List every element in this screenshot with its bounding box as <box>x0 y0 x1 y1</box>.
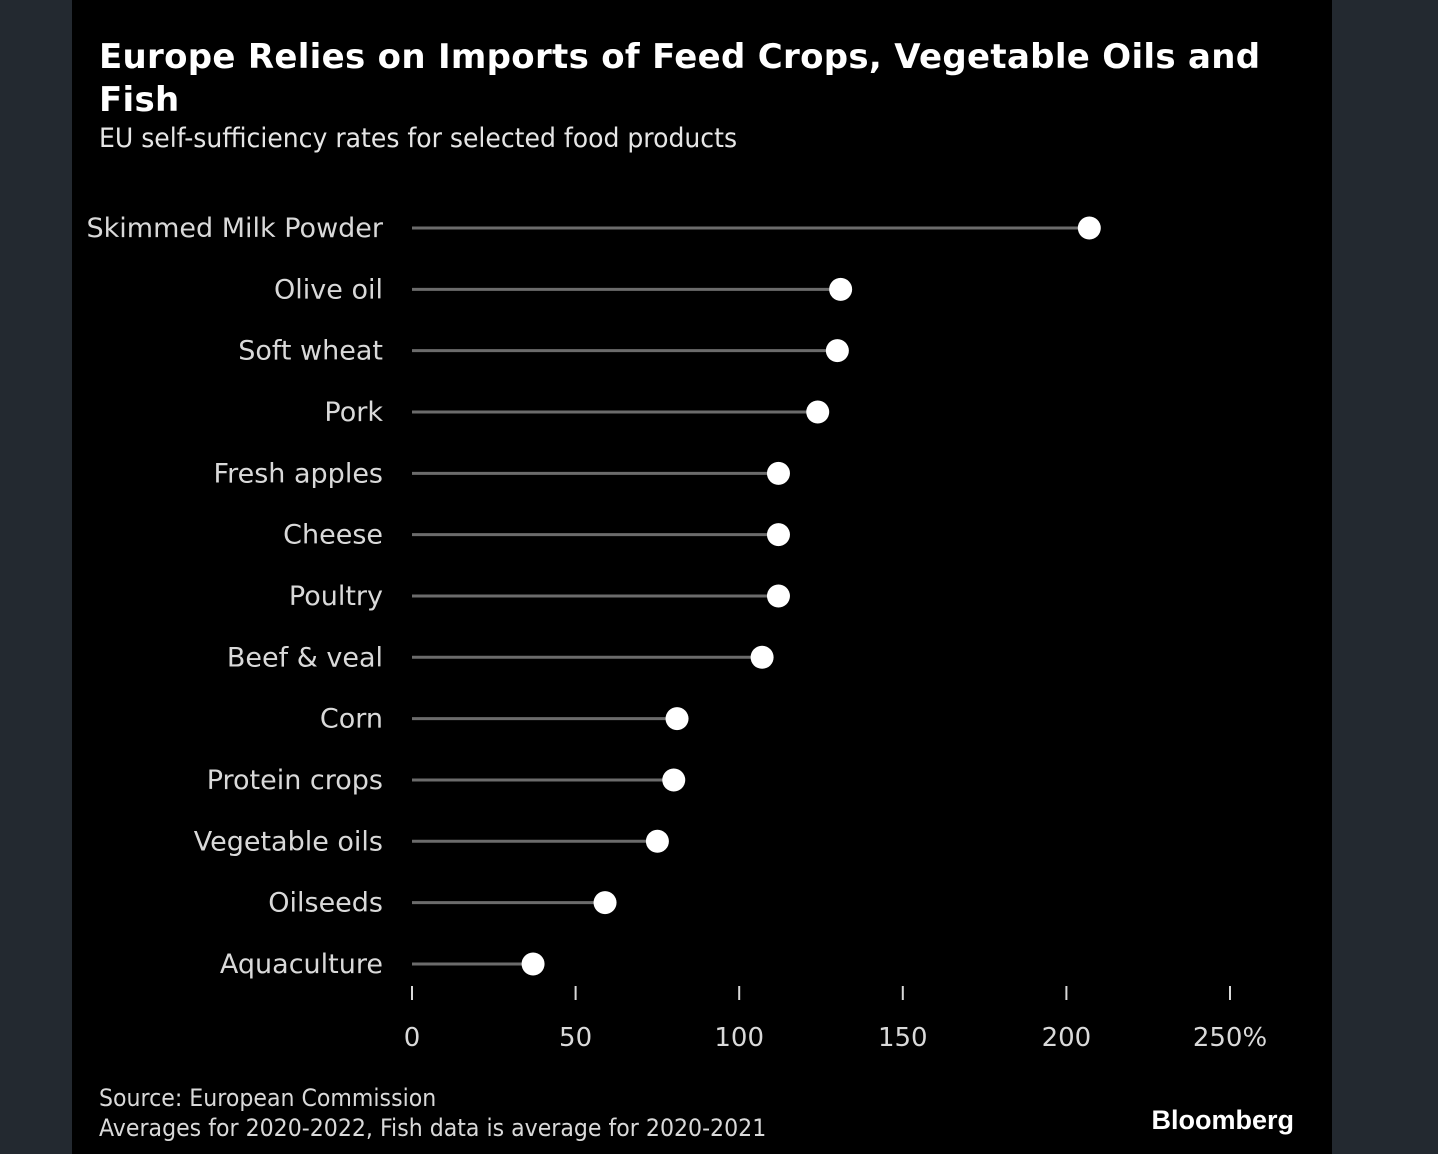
category-label: Aquaculture <box>220 949 383 980</box>
chart-row: Poultry <box>289 581 790 612</box>
lollipop-dot <box>521 952 545 976</box>
source-note: Source: European Commission <box>99 1084 437 1112</box>
chart-row: Vegetable oils <box>194 826 669 857</box>
lollipop-dot <box>662 768 686 792</box>
category-label: Soft wheat <box>238 336 383 367</box>
x-tick-label: 150 <box>878 1023 928 1053</box>
category-label: Cheese <box>283 520 383 551</box>
lollipop-dot <box>825 339 849 363</box>
chart-title: Europe Relies on Imports of Feed Crops, … <box>99 37 1261 120</box>
chart-row: Pork <box>324 397 830 428</box>
chart-row: Oilseeds <box>268 888 617 919</box>
chart-footer-notes: Source: European Commission Averages for… <box>99 1083 766 1143</box>
lollipop-dot <box>665 707 689 731</box>
x-tick-label: 200 <box>1042 1023 1092 1053</box>
lollipop-dot <box>766 523 790 547</box>
lollipop-dot <box>766 461 790 485</box>
bloomberg-logo: Bloomberg <box>1151 1105 1294 1135</box>
chart-subtitle: EU self-sufficiency rates for selected f… <box>99 123 738 154</box>
lollipop-dot <box>750 645 774 669</box>
chart-row: Corn <box>320 704 689 735</box>
chart-row: Beef & veal <box>227 642 774 673</box>
category-label: Oilseeds <box>268 888 383 919</box>
category-label: Vegetable oils <box>194 826 383 857</box>
category-label: Protein crops <box>207 765 383 796</box>
chart-row: Aquaculture <box>220 949 545 980</box>
x-tick-label: 100 <box>714 1023 764 1053</box>
lollipop-dot <box>645 829 669 853</box>
lollipop-dot <box>829 277 853 301</box>
category-label: Pork <box>324 397 383 428</box>
category-label: Fresh apples <box>214 458 383 489</box>
category-label: Skimmed Milk Powder <box>87 213 384 244</box>
data-note: Averages for 2020-2022, Fish data is ave… <box>99 1114 767 1142</box>
x-tick-label: 50 <box>559 1023 592 1053</box>
category-label: Olive oil <box>274 274 383 305</box>
lollipop-chart: Skimmed Milk Powder Olive oil Soft wheat Po… <box>87 213 1268 1053</box>
lollipop-dot <box>766 584 790 608</box>
lollipop-dot <box>806 400 830 424</box>
chart-row: Cheese <box>283 520 790 551</box>
category-label: Poultry <box>289 581 383 612</box>
chart-row: Fresh apples <box>214 458 790 489</box>
chart-rows: Skimmed Milk Powder Olive oil Soft wheat Po… <box>87 213 1101 980</box>
x-tick-label: 250% <box>1193 1023 1267 1053</box>
chart-row: Skimmed Milk Powder <box>87 213 1101 244</box>
chart-row: Protein crops <box>207 765 686 796</box>
chart-row: Soft wheat <box>238 336 849 367</box>
lollipop-dot <box>1077 216 1101 240</box>
chart-row: Olive oil <box>274 274 853 305</box>
category-label: Corn <box>320 704 383 735</box>
category-label: Beef & veal <box>227 642 383 673</box>
x-axis: 0 50 100 150 200 250% <box>404 986 1267 1053</box>
lollipop-dot <box>593 891 617 915</box>
x-tick-label: 0 <box>404 1023 421 1053</box>
chart-panel: Europe Relies on Imports of Feed Crops, … <box>72 0 1332 1154</box>
